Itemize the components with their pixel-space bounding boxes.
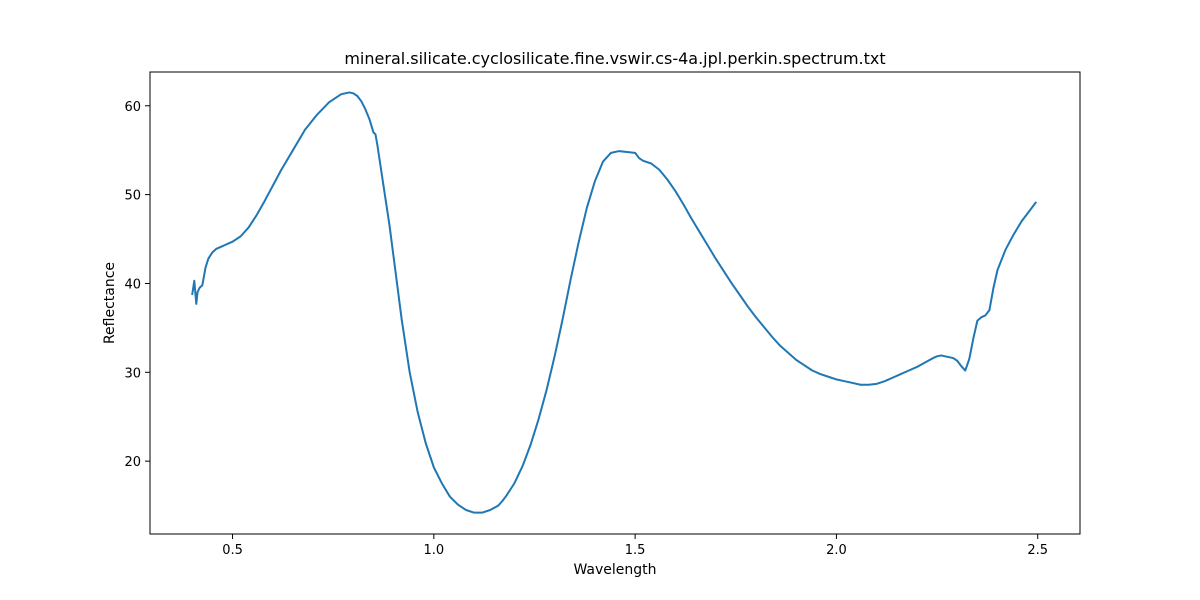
y-axis-label: Reflectance	[102, 262, 118, 344]
x-axis-label: Wavelength	[573, 562, 656, 578]
y-axis: 20 30 40 50 60	[124, 100, 150, 470]
y-tick-label: 40	[124, 277, 141, 292]
x-tick-label: 2.5	[1027, 543, 1048, 558]
x-tick-label: 2.0	[826, 543, 847, 558]
x-tick-label: 0.5	[222, 543, 243, 558]
y-tick-label: 30	[124, 366, 141, 381]
y-tick-label: 50	[124, 189, 141, 204]
plot-area	[191, 91, 1037, 514]
y-tick-label: 60	[124, 100, 141, 115]
x-axis: 0.5 1.0 1.5 2.0 2.5	[222, 534, 1048, 558]
series-line-0	[191, 91, 1037, 514]
plot-frame	[149, 71, 1081, 535]
x-tick-label: 1.5	[625, 543, 646, 558]
x-tick-label: 1.0	[423, 543, 444, 558]
y-tick-label: 20	[124, 455, 141, 470]
chart-title: mineral.silicate.cyclosilicate.fine.vswi…	[344, 49, 885, 68]
